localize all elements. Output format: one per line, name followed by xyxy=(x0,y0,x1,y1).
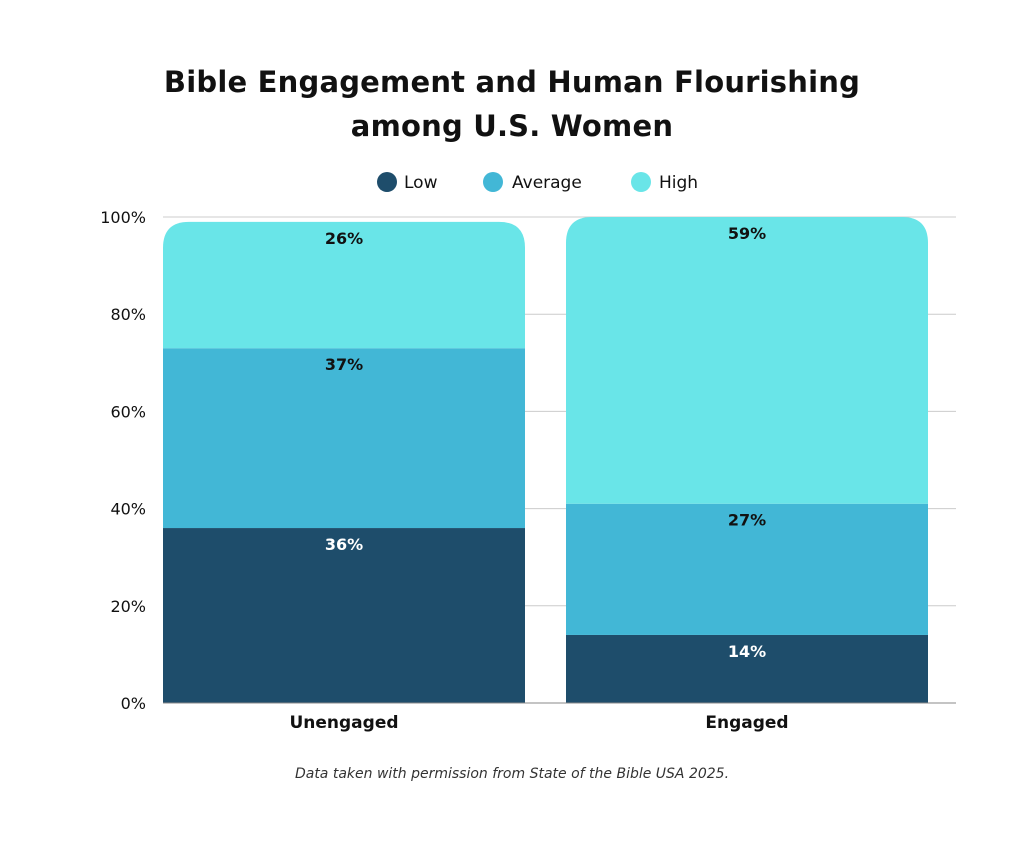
bar-unengaged-average xyxy=(163,348,525,529)
chart-title-line-1: Bible Engagement and Human Flourishing xyxy=(163,65,861,99)
data-label-unengaged-low: 36% xyxy=(325,535,363,554)
x-category-label-unengaged: Unengaged xyxy=(289,713,398,733)
legend-label-high: High xyxy=(659,173,698,193)
axes: 0% 20% 40% 60% 80% 100% Unengaged Engaged xyxy=(100,208,956,733)
y-tick-label-80: 80% xyxy=(110,305,146,324)
bar-engaged-average xyxy=(566,503,928,635)
legend-marker-low xyxy=(377,172,397,192)
bars xyxy=(163,217,928,703)
legend-label-average: Average xyxy=(512,173,582,193)
y-tick-label-60: 60% xyxy=(110,402,146,421)
data-label-engaged-low: 14% xyxy=(728,642,766,661)
y-tick-label-0: 0% xyxy=(121,694,146,713)
bar-unengaged-low xyxy=(163,528,525,703)
data-label-engaged-high: 59% xyxy=(728,224,766,243)
bar-unengaged-high xyxy=(163,221,525,349)
data-label-engaged-average: 27% xyxy=(728,511,766,530)
bar-engaged-high xyxy=(566,217,928,504)
y-tick-label-20: 20% xyxy=(110,597,146,616)
y-tick-label-100: 100% xyxy=(100,208,146,227)
legend-marker-high xyxy=(631,172,651,192)
bar-engaged-low xyxy=(566,634,928,703)
data-label-unengaged-average: 37% xyxy=(325,355,363,374)
legend-label-low: Low xyxy=(404,173,438,193)
stacked-bar-chart: 36% 37% 26% 14% 27% 59% 0% 20% 40% 60% 80% 100% Une… xyxy=(100,172,956,733)
y-tick-label-40: 40% xyxy=(110,500,146,519)
legend: Low Average High xyxy=(377,172,698,193)
legend-marker-average xyxy=(483,172,503,192)
x-category-label-engaged: Engaged xyxy=(705,713,788,733)
data-labels: 36% 37% 26% 14% 27% 59% xyxy=(325,224,766,661)
data-label-unengaged-high: 26% xyxy=(325,229,363,248)
chart-title-line-2: among U.S. Women xyxy=(350,109,674,143)
chart-title: Bible Engagement and Human Flourishing a… xyxy=(0,60,1024,148)
source-caption: Data taken with permission from State of… xyxy=(294,766,730,782)
